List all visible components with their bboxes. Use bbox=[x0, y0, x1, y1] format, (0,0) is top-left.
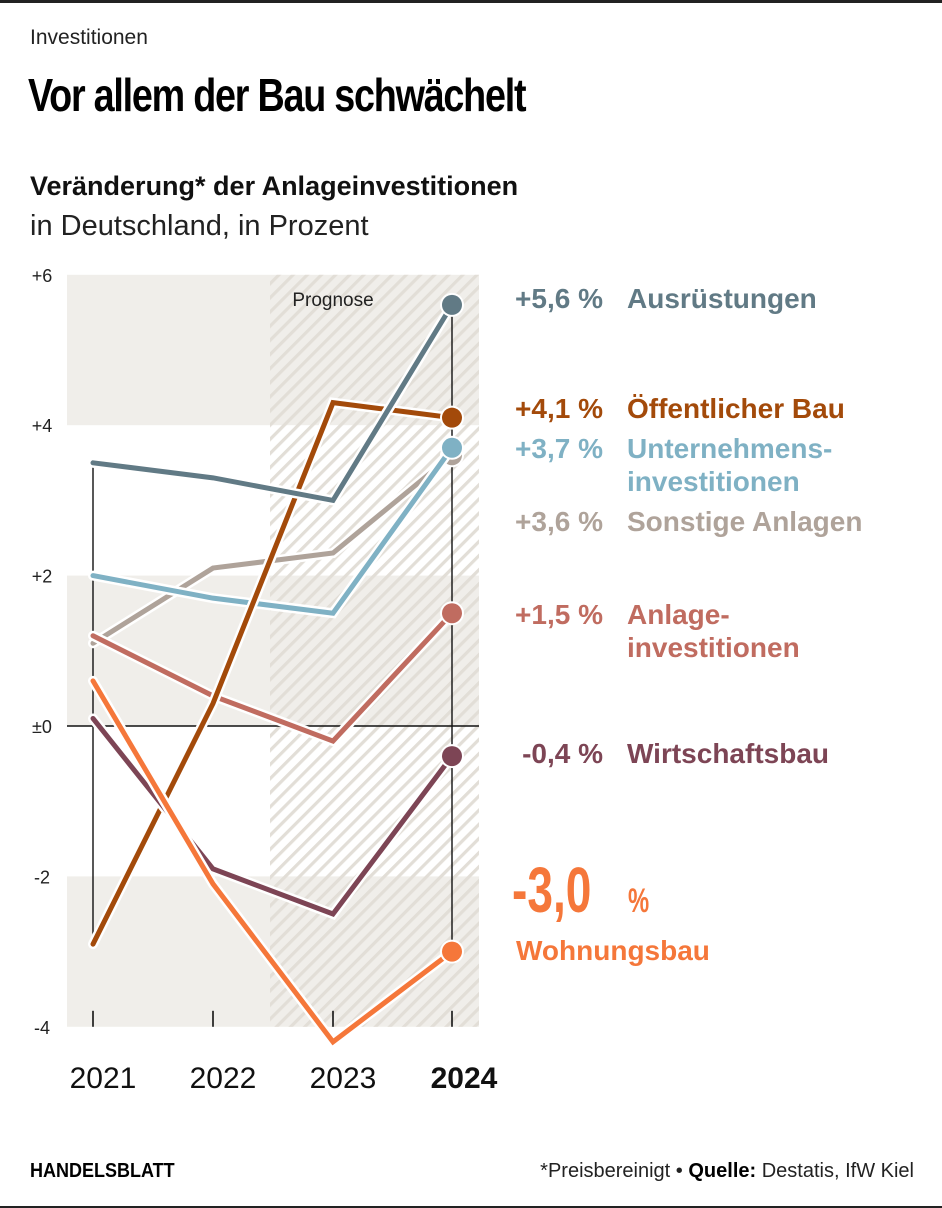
forecast-label: Prognose bbox=[292, 290, 373, 311]
end-marker bbox=[442, 294, 462, 315]
series-labels: +5,6 % Ausrüstungen +4,1 % Öffentlicher Bau… bbox=[512, 283, 862, 966]
end-marker bbox=[442, 746, 462, 767]
source-label: Quelle: bbox=[688, 1160, 757, 1182]
line-chart: Prognose +6 +4 +2 ±0 -2 -4 2021 2022 2023 2024 +… bbox=[32, 266, 863, 1095]
end-marker bbox=[442, 407, 462, 428]
footnote: *Preisbereinigt bbox=[540, 1160, 671, 1182]
y-tick-label: -4 bbox=[34, 1018, 50, 1038]
series-line bbox=[90, 610, 455, 744]
series-name-label: investitionen bbox=[627, 632, 800, 663]
forecast-region: Prognose bbox=[270, 274, 479, 1027]
x-tick-label: 2022 bbox=[190, 1062, 257, 1095]
forecast-hatch bbox=[270, 274, 479, 1027]
series-name-label: Unternehmens- bbox=[627, 433, 832, 464]
separator-bullet: • bbox=[675, 1160, 683, 1182]
highlight-label: Wohnungsbau bbox=[516, 935, 710, 966]
series-line bbox=[90, 678, 455, 1046]
source-note: *Preisbereinigt • Quelle: Destatis, IfW … bbox=[540, 1160, 914, 1183]
headline: Vor allem der Bau schwächelt bbox=[28, 69, 527, 121]
series-value-label: +4,1 % bbox=[515, 393, 603, 424]
series-value-label: -0,4 % bbox=[522, 738, 603, 769]
publisher-logo: HANDELSBLATT bbox=[30, 1160, 175, 1182]
series-value-label: +5,6 % bbox=[515, 283, 603, 314]
kicker: Investitionen bbox=[30, 26, 148, 49]
chart-unit-note: in Deutschland, in Prozent bbox=[30, 210, 369, 242]
y-tick-label: ±0 bbox=[32, 717, 52, 737]
series-name-label: Öffentlicher Bau bbox=[627, 393, 845, 424]
series-lines bbox=[88, 292, 464, 1049]
chart-subtitle: Veränderung* der Anlageinvestitionen bbox=[30, 171, 519, 201]
x-tick-label: 2021 bbox=[70, 1062, 137, 1095]
series-name-label: Wirtschaftsbau bbox=[627, 738, 829, 769]
bottom-rule bbox=[0, 1206, 942, 1208]
x-tick-label: 2024 bbox=[431, 1062, 498, 1095]
highlight-unit: % bbox=[628, 882, 649, 920]
series-value-label: +1,5 % bbox=[515, 599, 603, 630]
series-name-label: Sonstige Anlagen bbox=[627, 506, 862, 537]
x-axis-ticks: 2021 2022 2023 2024 bbox=[70, 1010, 498, 1095]
series-line bbox=[90, 715, 455, 917]
series-value-label: +3,6 % bbox=[515, 506, 603, 537]
series-line bbox=[90, 445, 455, 616]
series-name-label: investitionen bbox=[627, 466, 800, 497]
y-tick-label: -2 bbox=[34, 867, 50, 887]
y-tick-label: +4 bbox=[32, 416, 53, 436]
series-name-label: Anlage- bbox=[627, 599, 730, 630]
top-rule bbox=[0, 0, 942, 3]
source-value: Destatis, IfW Kiel bbox=[761, 1160, 914, 1182]
x-tick-label: 2023 bbox=[310, 1062, 377, 1095]
series-name-label: Ausrüstungen bbox=[627, 283, 817, 314]
end-marker bbox=[442, 437, 462, 458]
y-tick-label: +6 bbox=[32, 266, 53, 286]
series-line bbox=[90, 302, 455, 504]
end-marker bbox=[442, 603, 462, 624]
highlight-value: -3,0 bbox=[512, 855, 591, 926]
y-tick-label: +2 bbox=[32, 567, 53, 587]
series-value-label: +3,7 % bbox=[515, 433, 603, 464]
end-marker bbox=[442, 941, 462, 962]
y-axis-ticks: +6 +4 +2 ±0 -2 -4 bbox=[32, 266, 53, 1038]
